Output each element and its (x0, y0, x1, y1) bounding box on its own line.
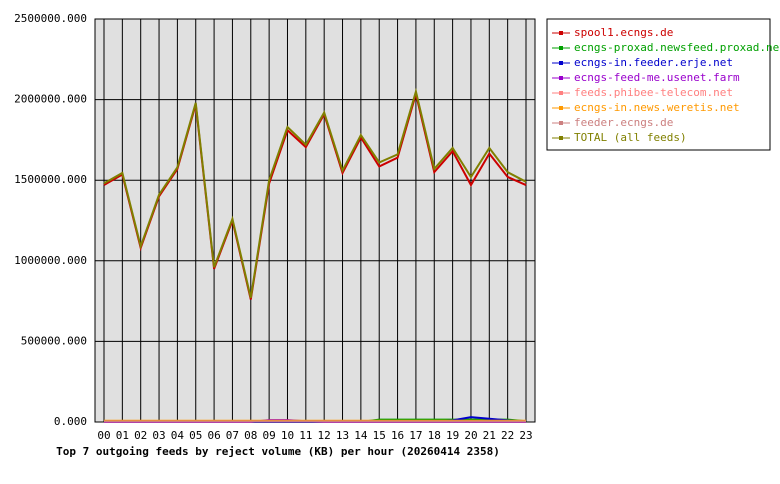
x-tick-label: 23 (519, 429, 532, 442)
legend-label: feeder.ecngs.de (574, 116, 673, 129)
x-tick-label: 14 (354, 429, 368, 442)
x-tick-label: 05 (189, 429, 202, 442)
x-tick-label: 15 (373, 429, 386, 442)
legend-marker (559, 61, 563, 65)
x-tick-label: 03 (152, 429, 165, 442)
x-tick-label: 21 (483, 429, 496, 442)
x-tick-label: 13 (336, 429, 349, 442)
x-tick-label: 07 (226, 429, 239, 442)
legend-marker (559, 136, 563, 140)
y-tick-label: 2000000.000 (14, 93, 87, 106)
x-tick-label: 20 (464, 429, 477, 442)
x-tick-label: 06 (207, 429, 220, 442)
legend-label: TOTAL (all feeds) (574, 131, 687, 144)
x-tick-label: 12 (318, 429, 331, 442)
legend-box (546, 18, 771, 151)
legend-label: ecngs-feed-me.usenet.farm (574, 71, 740, 84)
x-tick-label: 18 (428, 429, 441, 442)
y-tick-label: 500000.000 (21, 334, 87, 347)
x-tick-label: 01 (116, 429, 129, 442)
chart-title: Top 7 outgoing feeds by reject volume (K… (56, 445, 500, 458)
legend-marker (559, 76, 563, 80)
x-tick-label: 09 (263, 429, 276, 442)
y-tick-label: 1500000.000 (14, 173, 87, 186)
x-tick-label: 04 (171, 429, 185, 442)
legend-marker (559, 106, 563, 110)
legend-label: ecngs-in.news.weretis.net (574, 101, 740, 114)
x-tick-label: 10 (281, 429, 294, 442)
legend-label: spool1.ecngs.de (574, 26, 673, 39)
legend-marker (559, 31, 563, 35)
x-tick-label: 00 (97, 429, 110, 442)
x-tick-label: 19 (446, 429, 459, 442)
x-tick-label: 11 (299, 429, 312, 442)
y-tick-label: 0.000 (54, 415, 87, 428)
legend-label: ecngs-in.feeder.erje.net (574, 56, 733, 69)
x-tick-label: 02 (134, 429, 147, 442)
y-tick-label: 2500000.000 (14, 12, 87, 25)
legend-label: feeds.phibee-telecom.net (574, 86, 733, 99)
x-tick-label: 16 (391, 429, 404, 442)
legend-label: ecngs-proxad.newsfeed.proxad.net (574, 41, 780, 54)
x-tick-label: 08 (244, 429, 257, 442)
y-tick-label: 1000000.000 (14, 254, 87, 267)
x-tick-label: 17 (409, 429, 422, 442)
series-line (103, 87, 527, 299)
x-tick-label: 22 (501, 429, 514, 442)
legend-marker (559, 46, 563, 50)
legend-marker (559, 121, 563, 125)
legend-marker (559, 91, 563, 95)
plot-area (94, 18, 536, 423)
